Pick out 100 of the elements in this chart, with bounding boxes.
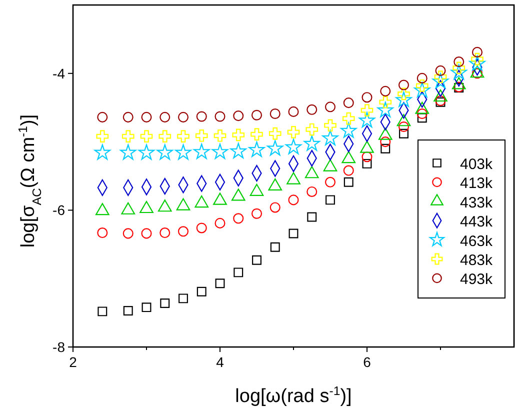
point xyxy=(416,72,428,84)
point xyxy=(248,142,265,157)
point xyxy=(123,306,133,316)
point xyxy=(122,112,134,122)
legend-label: 483k xyxy=(460,252,494,269)
point xyxy=(140,130,153,142)
point xyxy=(160,228,170,238)
point xyxy=(358,112,376,128)
point xyxy=(267,140,284,156)
point xyxy=(469,55,486,71)
point xyxy=(230,142,246,158)
point xyxy=(362,92,372,103)
point xyxy=(324,176,336,188)
point xyxy=(399,128,408,138)
y-tick-label: -8 xyxy=(52,339,66,355)
point xyxy=(214,111,226,122)
point xyxy=(288,106,299,117)
point xyxy=(196,222,207,234)
legend-label: 413k xyxy=(460,175,494,192)
legend-label: 433k xyxy=(460,194,494,212)
point xyxy=(98,306,108,316)
legend-label: 443k xyxy=(460,214,494,231)
point xyxy=(158,130,172,142)
point xyxy=(304,135,320,151)
point xyxy=(178,112,189,122)
point xyxy=(324,119,336,132)
point xyxy=(322,130,338,146)
point xyxy=(178,226,189,237)
point xyxy=(344,177,354,187)
point xyxy=(343,165,354,176)
point xyxy=(270,242,280,252)
point xyxy=(398,121,410,132)
legend-label: 493k xyxy=(460,271,494,288)
point xyxy=(287,126,300,138)
point xyxy=(177,130,190,142)
y-tick-label: -4 xyxy=(52,65,66,82)
point xyxy=(160,112,170,122)
x-axis-title: log[ω(rad s$^{-1}$)] xyxy=(235,384,352,407)
point xyxy=(270,108,280,120)
point xyxy=(250,128,263,140)
point xyxy=(251,208,262,219)
point xyxy=(141,228,152,239)
point xyxy=(96,130,109,142)
point xyxy=(342,112,355,125)
point xyxy=(380,136,391,148)
point xyxy=(398,80,410,90)
point xyxy=(194,144,210,159)
point xyxy=(340,122,357,138)
point xyxy=(470,66,484,78)
legend-label: 403k xyxy=(460,156,494,173)
point xyxy=(234,268,244,278)
point xyxy=(380,144,390,154)
point xyxy=(251,110,262,120)
point xyxy=(306,186,318,197)
point xyxy=(120,144,136,160)
point xyxy=(414,82,430,98)
point xyxy=(212,144,228,159)
point xyxy=(156,144,173,160)
point xyxy=(97,112,108,122)
point xyxy=(416,108,428,120)
point xyxy=(232,128,245,142)
x-tick-label: 6 xyxy=(363,354,372,370)
point xyxy=(138,144,155,160)
point xyxy=(233,110,244,122)
point xyxy=(377,102,394,118)
point xyxy=(288,228,298,238)
point xyxy=(94,144,110,160)
x-tick-label: 4 xyxy=(216,354,224,370)
point xyxy=(306,104,318,115)
point xyxy=(288,194,299,206)
point xyxy=(233,213,244,224)
point xyxy=(472,46,483,58)
point xyxy=(307,212,317,222)
point xyxy=(122,228,134,239)
point xyxy=(160,298,170,308)
point xyxy=(380,86,391,96)
point xyxy=(196,111,207,122)
point xyxy=(122,130,134,142)
point xyxy=(435,65,446,76)
point xyxy=(450,64,467,80)
point xyxy=(472,68,483,79)
point xyxy=(178,294,188,304)
point xyxy=(268,127,282,140)
point xyxy=(362,158,372,168)
point xyxy=(379,96,392,108)
point xyxy=(175,144,192,160)
point xyxy=(360,104,374,116)
point xyxy=(97,228,108,238)
point xyxy=(326,195,335,205)
point xyxy=(396,92,412,108)
point xyxy=(195,129,208,142)
point xyxy=(214,218,226,228)
y-tick-label: -6 xyxy=(52,202,66,218)
point xyxy=(454,56,464,68)
x-tick-label: 2 xyxy=(69,354,78,370)
point xyxy=(343,98,354,108)
point xyxy=(214,129,226,142)
point xyxy=(324,102,336,112)
legend-label: 463k xyxy=(460,232,494,250)
point xyxy=(196,286,206,296)
